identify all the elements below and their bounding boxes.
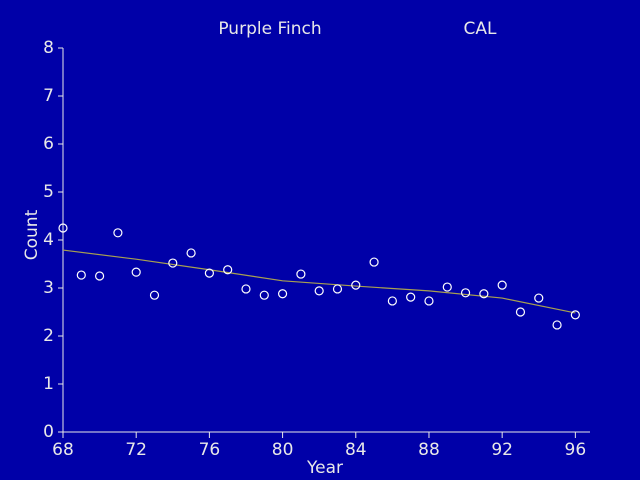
point bbox=[296, 269, 306, 279]
x-axis-label: Year bbox=[306, 458, 343, 478]
y-tick-label: 1 bbox=[43, 374, 54, 394]
point bbox=[94, 271, 105, 281]
y-tick-label: 6 bbox=[43, 134, 54, 154]
x-tick-label: 76 bbox=[199, 440, 221, 460]
point bbox=[76, 270, 86, 280]
y-tick-label: 2 bbox=[43, 326, 54, 346]
x-tick-label: 96 bbox=[565, 440, 587, 460]
point bbox=[497, 280, 507, 290]
y-tick-label: 0 bbox=[43, 422, 54, 442]
point bbox=[149, 290, 160, 300]
point bbox=[552, 320, 562, 330]
trend-line bbox=[62, 249, 576, 314]
y-axis-label: Count bbox=[22, 209, 42, 260]
point bbox=[460, 288, 471, 298]
point bbox=[277, 289, 288, 299]
point bbox=[534, 293, 544, 303]
y-tick-label: 8 bbox=[43, 38, 54, 58]
x-tick-label: 80 bbox=[272, 440, 294, 460]
point bbox=[186, 248, 196, 258]
point bbox=[314, 286, 324, 296]
chart-title: Purple Finch bbox=[218, 19, 321, 39]
y-tick-label: 3 bbox=[43, 278, 54, 298]
point bbox=[442, 282, 452, 292]
point bbox=[168, 258, 178, 268]
point bbox=[241, 284, 251, 294]
point bbox=[387, 296, 397, 306]
point bbox=[424, 296, 434, 306]
point bbox=[369, 257, 379, 267]
x-tick-label: 88 bbox=[418, 440, 440, 460]
point bbox=[351, 280, 361, 290]
point bbox=[479, 289, 489, 299]
x-tick-label: 84 bbox=[345, 440, 367, 460]
point bbox=[223, 265, 233, 275]
x-tick-label: 68 bbox=[52, 440, 74, 460]
point bbox=[131, 267, 141, 277]
point bbox=[58, 223, 68, 233]
point bbox=[406, 292, 416, 302]
point bbox=[515, 307, 526, 317]
point bbox=[204, 268, 214, 278]
point bbox=[332, 284, 343, 294]
point bbox=[259, 290, 269, 300]
x-tick-label: 72 bbox=[125, 440, 147, 460]
y-tick-label: 4 bbox=[43, 230, 54, 250]
point bbox=[570, 310, 580, 320]
point bbox=[113, 228, 123, 238]
y-tick-label: 7 bbox=[43, 86, 54, 106]
y-tick-label: 5 bbox=[43, 182, 54, 202]
chart-subtitle: CAL bbox=[464, 19, 497, 39]
x-tick-label: 92 bbox=[491, 440, 513, 460]
